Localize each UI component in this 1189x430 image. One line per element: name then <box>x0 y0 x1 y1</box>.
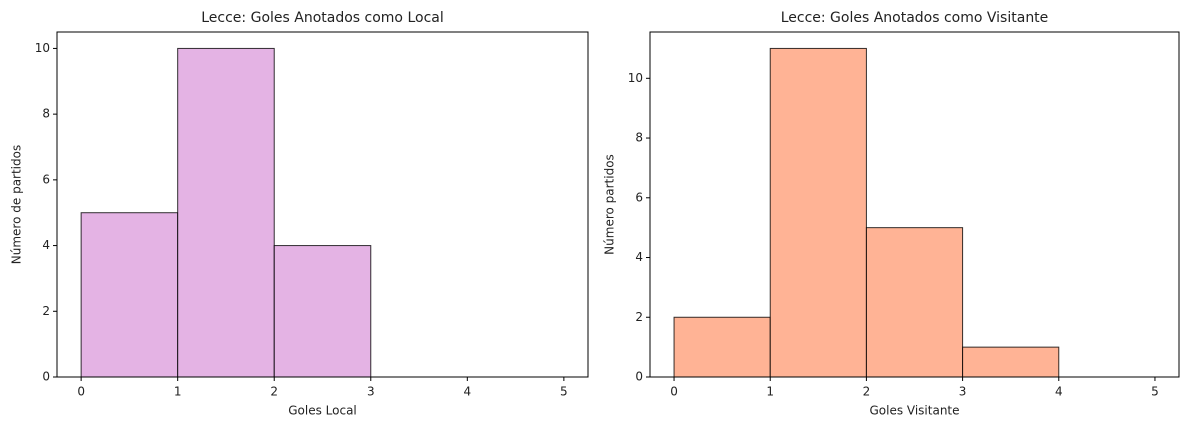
y-axis-label: Número partidos <box>603 154 617 255</box>
y-tick-label: 8 <box>42 107 50 121</box>
x-tick-label: 4 <box>463 385 471 399</box>
x-tick-label: 5 <box>1151 385 1159 399</box>
x-tick-label: 2 <box>863 385 871 399</box>
y-tick-label: 0 <box>42 370 50 384</box>
bar <box>80 212 179 378</box>
y-tick-label: 10 <box>628 71 643 85</box>
x-tick-label: 1 <box>766 385 774 399</box>
y-tick-label: 4 <box>635 250 643 264</box>
x-tick-label: 3 <box>367 385 375 399</box>
y-tick-label: 6 <box>635 190 643 204</box>
axes-frame <box>649 31 1180 378</box>
x-axis-label: Goles Visitante <box>869 404 959 418</box>
bar <box>769 47 867 378</box>
bar <box>273 245 372 378</box>
axes-frame <box>56 31 589 378</box>
x-tick-label: 2 <box>270 385 278 399</box>
y-tick-label: 10 <box>35 41 50 55</box>
x-tick-label: 1 <box>174 385 182 399</box>
bar <box>673 316 771 378</box>
y-tick-label: 2 <box>42 304 50 318</box>
x-tick-label: 4 <box>1055 385 1063 399</box>
x-tick-label: 0 <box>77 385 85 399</box>
y-tick-label: 0 <box>635 370 643 384</box>
x-axis-label: Goles Local <box>288 404 357 418</box>
bar <box>962 346 1060 378</box>
bar <box>177 47 275 378</box>
x-tick-label: 0 <box>670 385 678 399</box>
bar <box>865 227 964 378</box>
x-tick-label: 3 <box>959 385 967 399</box>
chart-title: Lecce: Goles Anotados como Local <box>201 10 443 26</box>
y-tick-label: 2 <box>635 310 643 324</box>
x-tick-label: 5 <box>560 385 568 399</box>
y-tick-label: 8 <box>635 131 643 145</box>
y-tick-label: 4 <box>42 238 50 252</box>
y-axis-label: Número de partidos <box>10 145 24 264</box>
y-tick-label: 6 <box>42 172 50 186</box>
chart-title: Lecce: Goles Anotados como Visitante <box>781 10 1049 26</box>
